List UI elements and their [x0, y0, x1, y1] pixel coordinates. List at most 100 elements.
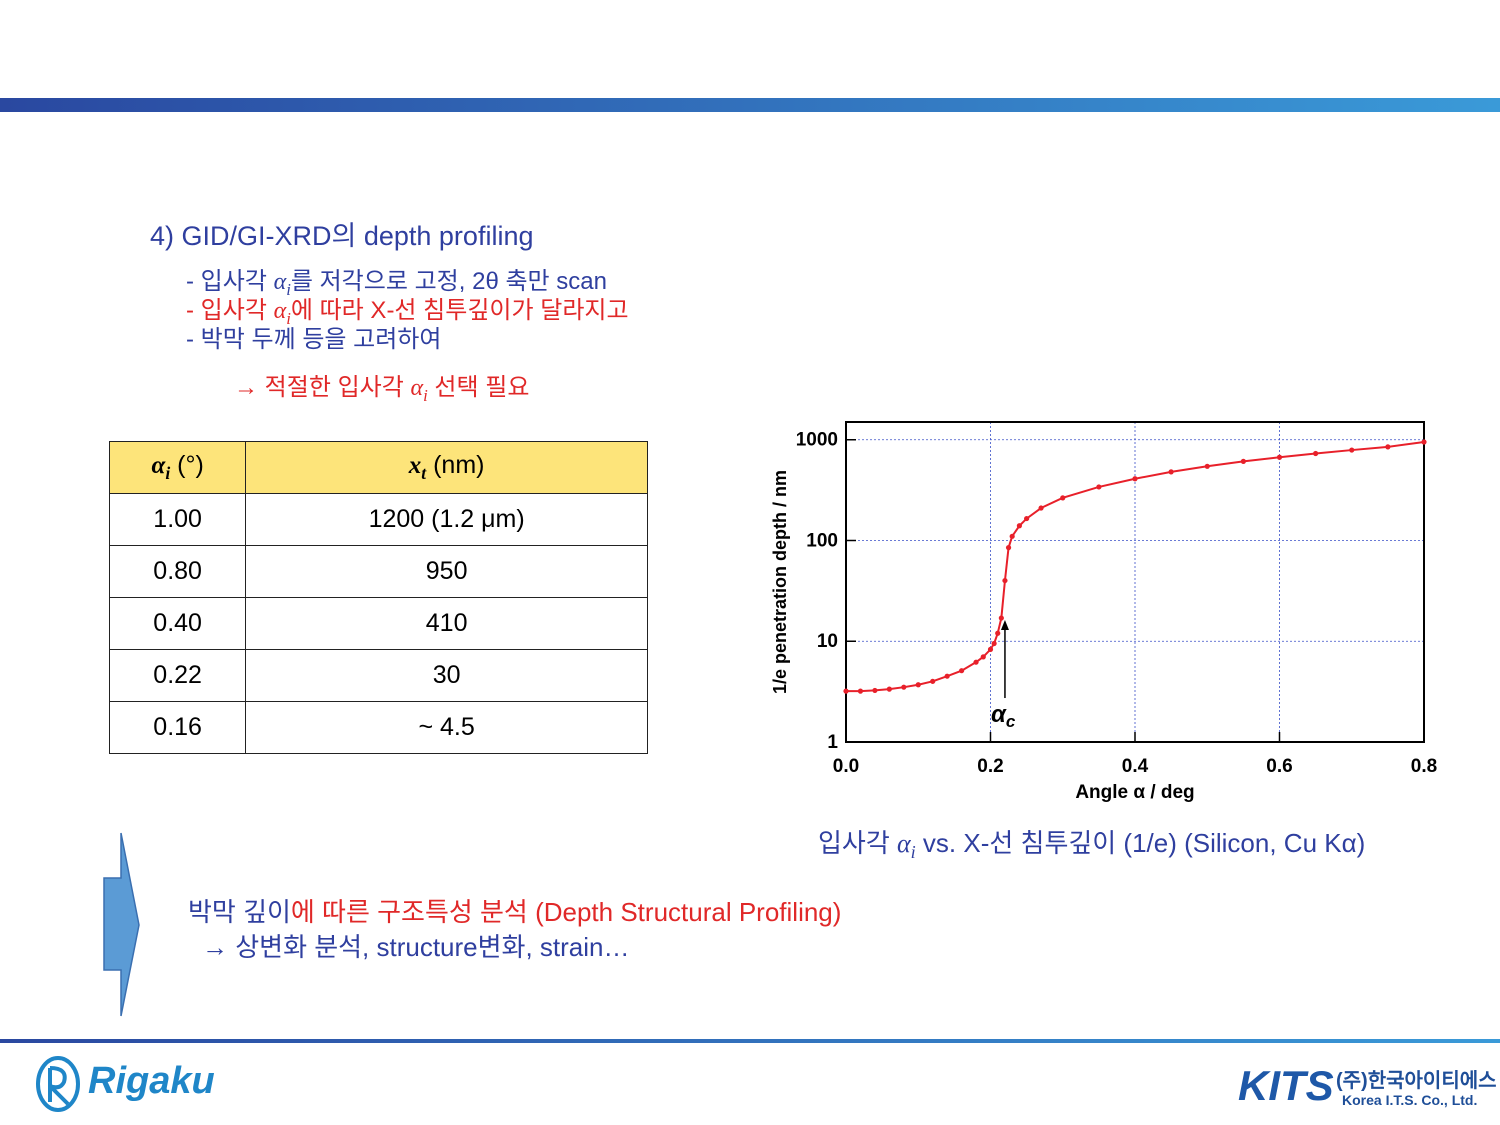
data-point — [1005, 545, 1012, 551]
data-point — [901, 684, 907, 690]
table-row: 0.22 30 — [108, 649, 648, 702]
y-tick-label: 10 — [817, 631, 838, 652]
data-point — [1349, 447, 1355, 453]
text: vs. X-선 침투깊이 (1/e) (Silicon, Cu Kα) — [915, 828, 1366, 858]
subscript: i — [165, 463, 171, 483]
bullet: - 박막 두께 등을 고려하여 — [186, 319, 441, 354]
data-point — [998, 615, 1004, 621]
symbol: α — [273, 269, 287, 295]
subscript: i — [910, 842, 916, 863]
x-tick-label: 0.6 — [1266, 756, 1292, 777]
symbol: α — [151, 452, 166, 479]
text: - 입사각 — [186, 268, 274, 295]
company-kr: (주)한국아이티에스 — [1336, 1070, 1497, 1092]
bullet: - 입사각 αi에 따라 X-선 침투깊이가 달라지고 — [186, 290, 629, 329]
table-cell: 1200 (1.2 μm) — [245, 493, 648, 546]
table-cell: ~ 4.5 — [245, 701, 648, 754]
summary-line: 박막 깊이에 따른 구조특성 분석 (Depth Structural Prof… — [188, 892, 841, 929]
data-point — [1009, 533, 1015, 539]
data-table: αi (°) xt (nm) 1.00 1200 (1.2 μm) 0.80 950 0… — [108, 441, 648, 754]
x-tick-label: 0.0 — [833, 756, 859, 777]
data-point — [944, 673, 950, 679]
text: 에 따라 X-선 침투깊이가 달라지고 — [290, 297, 629, 324]
symbol: α — [273, 298, 287, 324]
summary-line: → 상변화 분석, structure변화, strain… — [202, 932, 630, 962]
text: 입사각 — [818, 828, 897, 858]
data-point — [995, 630, 1001, 636]
x-tick-label: 0.4 — [1122, 756, 1149, 777]
data-point — [872, 687, 878, 694]
y-tick-label: 1 — [827, 732, 838, 753]
footer-line — [0, 1039, 1500, 1043]
data-point — [1132, 476, 1138, 482]
chart: 0.0 0.2 0.4 0.6 0.8 1 10 100 1000 αc Angle α / deg… — [770, 421, 1437, 803]
data-point — [1060, 495, 1066, 501]
data-point — [1385, 444, 1391, 450]
kits-logo: KITS — [1238, 1062, 1334, 1109]
data-point — [973, 659, 979, 665]
data-point — [1016, 523, 1022, 529]
header-cell: xt (nm) — [245, 441, 648, 494]
x-tick-label: 0.2 — [977, 756, 1003, 777]
text: 박막 깊이 — [188, 897, 291, 927]
table-cell: 410 — [245, 597, 648, 650]
subscript: i — [286, 279, 291, 299]
text: 에 따른 구조특성 분석 (Depth Structural Profiling… — [290, 897, 842, 927]
arrow-shape — [103, 832, 140, 1017]
x-axis-label: Angle α / deg — [1075, 782, 1194, 803]
data-point — [1168, 469, 1174, 475]
data-point — [886, 686, 892, 692]
data-point — [915, 682, 921, 688]
bullet: - 입사각 αi를 저각으로 고정, 2θ 축만 scan — [186, 261, 607, 300]
x-tick-label: 0.8 — [1411, 756, 1437, 777]
data-point — [1240, 458, 1246, 464]
data-point — [991, 640, 997, 647]
company-en: Korea I.T.S. Co., Ltd. — [1342, 1092, 1478, 1108]
subscript: i — [286, 308, 291, 328]
text: - 박막 두께 등을 고려하여 — [186, 326, 442, 353]
subscript: t — [421, 463, 427, 483]
data-point — [959, 668, 965, 674]
table-cell: 0.16 — [108, 701, 247, 754]
arrow: → — [234, 374, 258, 401]
data-point — [1096, 484, 1102, 490]
header-band — [0, 98, 1500, 112]
text: - 입사각 — [186, 297, 274, 324]
y-tick-label: 100 — [806, 530, 838, 551]
data-point — [1204, 463, 1210, 469]
text: 적절한 입사각 — [258, 374, 411, 401]
table-cell: 0.40 — [108, 597, 247, 650]
data-point — [1038, 505, 1044, 511]
unit: (nm) — [426, 451, 485, 479]
table-row: 0.16 ~ 4.5 — [108, 701, 648, 754]
symbol: α — [896, 829, 911, 858]
conclusion: → 적절한 입사각 αi 선택 필요 — [234, 367, 529, 406]
table-cell: 1.00 — [108, 493, 247, 546]
table-cell: 30 — [245, 649, 648, 702]
data-point — [1421, 439, 1427, 445]
unit: (°) — [170, 451, 204, 479]
data-point — [1024, 515, 1030, 522]
data-point — [930, 678, 936, 684]
y-axis-label: 1/e penetration depth / nm — [770, 470, 790, 694]
table-row: 0.40 410 — [108, 597, 648, 650]
table-cell: 0.22 — [108, 649, 247, 702]
data-point — [980, 654, 986, 660]
text: 선택 필요 — [427, 374, 530, 401]
header-row: αi (°) xt (nm) — [108, 441, 648, 494]
rigaku-logo: Rigaku — [88, 1060, 215, 1102]
table-row: 0.80 950 — [108, 545, 648, 598]
plot-frame — [845, 421, 1425, 743]
chart-caption: 입사각 αi vs. X-선 침투깊이 (1/e) (Silicon, Cu K… — [818, 823, 1365, 863]
data-point — [1276, 454, 1283, 460]
data-point — [843, 688, 849, 694]
table-cell: 950 — [245, 545, 648, 598]
data-point — [1002, 577, 1008, 584]
arrow-head — [1000, 620, 1009, 631]
header-cell: αi (°) — [108, 441, 247, 494]
rigaku-icon — [36, 1056, 80, 1112]
heading: 4) GID/GI-XRD의 depth profiling — [150, 221, 534, 251]
data-point — [987, 646, 994, 653]
data-point — [1313, 450, 1319, 457]
